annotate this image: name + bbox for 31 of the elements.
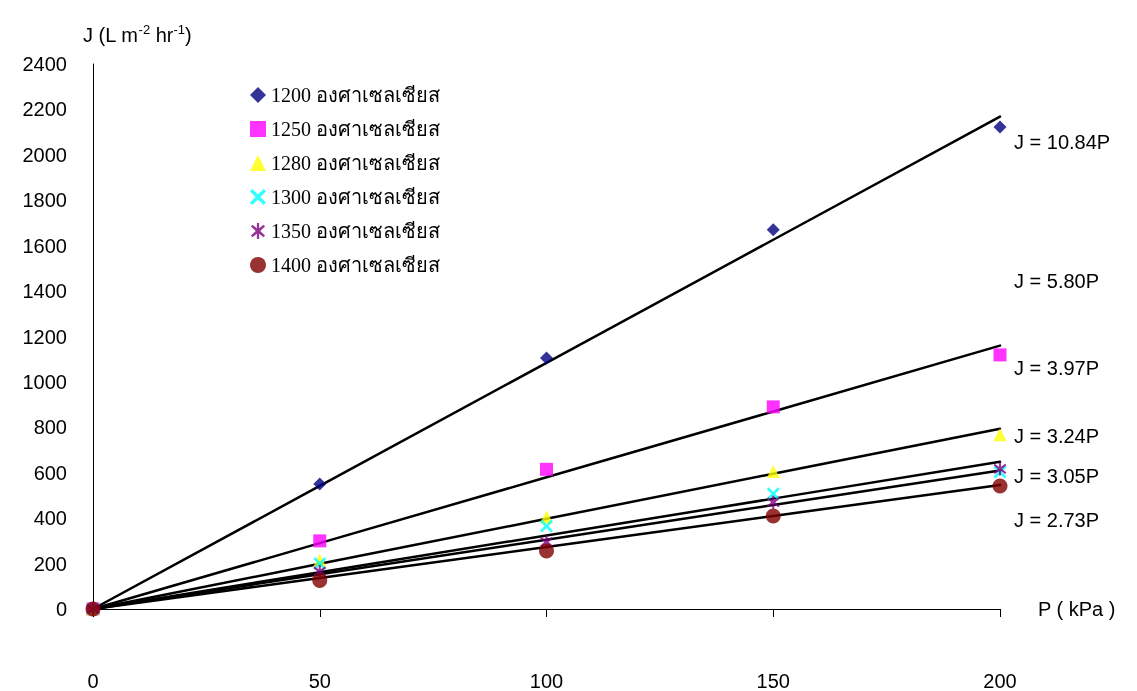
x-axis-title: P ( kPa ) (1038, 598, 1116, 620)
x-tick-label: 200 (983, 670, 1017, 691)
legend-label: 1200 องศาเซลเซียส (271, 84, 440, 106)
y-tick-label: 800 (33, 416, 67, 439)
x-tick-label: 150 (756, 670, 790, 691)
x-tick-label: 100 (529, 670, 564, 691)
text: J = 2.73P (1014, 509, 1100, 531)
text: J = 3.24P (1014, 425, 1100, 447)
legend-label: 1400 องศาเซลเซียส (271, 254, 440, 276)
x-tick-label: 0 (87, 670, 99, 691)
y-tick-label: 1800 (22, 189, 67, 212)
y-tick-label: 2000 (22, 143, 67, 166)
y-tick-label: 400 (33, 507, 67, 530)
legend-label: 1300 องศาเซลเซียส (271, 186, 440, 208)
y-tick-label: 200 (33, 552, 67, 575)
legend-label: 1280 องศาเซลเซียส (271, 152, 440, 174)
legend-label: 1350 องศาเซลเซียส (271, 220, 440, 242)
y-tick-label: 0 (55, 598, 67, 620)
x-tick-label: 50 (308, 670, 331, 691)
y-tick-label: 1600 (22, 234, 67, 257)
y-tick-label: 1200 (22, 325, 67, 348)
legend-label: 1250 องศาเซลเซียส (271, 118, 440, 140)
text: J = 3.97P (1014, 357, 1100, 379)
y-tick-label: 1400 (22, 280, 67, 303)
y-tick-label: 600 (33, 461, 67, 484)
y-tick-label: 2200 (22, 98, 67, 121)
text: J = 5.80P (1014, 270, 1100, 292)
text: J = 10.84P (1014, 131, 1111, 153)
y-tick-label: 2400 (22, 53, 67, 75)
y-tick-label: 1000 (22, 370, 67, 393)
text: J = 3.05P (1014, 465, 1100, 487)
